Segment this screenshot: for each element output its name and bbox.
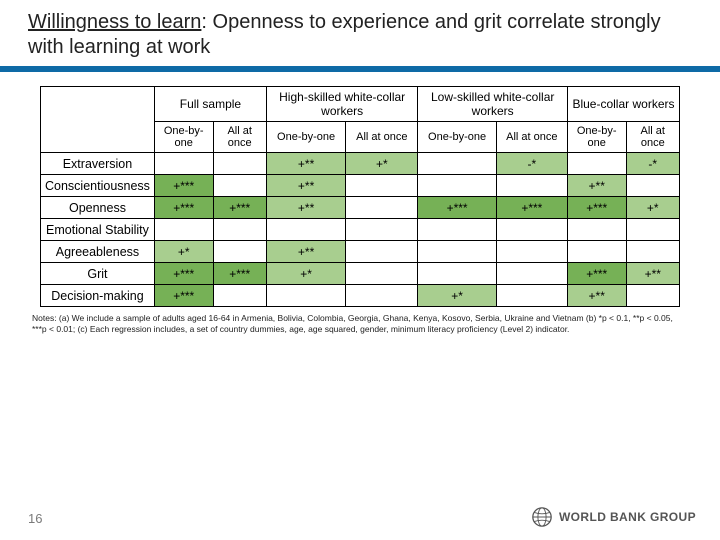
table-cell	[496, 263, 567, 285]
table-cell	[154, 219, 213, 241]
table-cell: +*	[346, 153, 418, 175]
table-cell	[567, 219, 626, 241]
group-header: Low-skilled white-collar workers	[418, 87, 568, 122]
results-table: Full sample High-skilled white-collar wo…	[40, 86, 680, 307]
footnotes: Notes: (a) We include a sample of adults…	[0, 307, 720, 334]
table-cell	[626, 241, 679, 263]
table-cell	[626, 285, 679, 307]
table-cell	[346, 175, 418, 197]
row-header: Decision-making	[41, 285, 155, 307]
table-cell: +***	[213, 263, 266, 285]
row-header: Conscientiousness	[41, 175, 155, 197]
table-cell	[266, 219, 345, 241]
table-cell: +**	[266, 175, 345, 197]
table-cell	[496, 219, 567, 241]
table-cell: +**	[567, 285, 626, 307]
table-cell	[346, 219, 418, 241]
worldbank-logo: WORLD BANK GROUP	[531, 506, 696, 528]
table-cell: +*	[626, 197, 679, 219]
table-cell	[418, 219, 496, 241]
row-header: Agreeableness	[41, 241, 155, 263]
table-cell: +***	[567, 197, 626, 219]
subheader: All at once	[626, 122, 679, 153]
table-cell: +**	[567, 175, 626, 197]
title-underlined: Willingness to learn	[28, 11, 201, 33]
blank-corner	[41, 87, 155, 153]
title-rule	[0, 66, 720, 72]
table-cell	[496, 241, 567, 263]
group-header: Full sample	[154, 87, 266, 122]
table-cell: +*	[266, 263, 345, 285]
table-cell: +***	[418, 197, 496, 219]
row-header: Grit	[41, 263, 155, 285]
subheader: One-by-one	[567, 122, 626, 153]
table-cell: +***	[154, 197, 213, 219]
table-cell	[496, 175, 567, 197]
row-header: Openness	[41, 197, 155, 219]
subheader: All at once	[346, 122, 418, 153]
table-cell: +***	[567, 263, 626, 285]
table-cell: +***	[154, 285, 213, 307]
table-cell	[418, 241, 496, 263]
subheader: All at once	[213, 122, 266, 153]
table-cell	[346, 263, 418, 285]
table-cell	[626, 175, 679, 197]
table-cell: +***	[213, 197, 266, 219]
table-cell	[154, 153, 213, 175]
table-cell	[213, 241, 266, 263]
table-cell	[418, 153, 496, 175]
subheader: All at once	[496, 122, 567, 153]
table-cell: +**	[266, 153, 345, 175]
table-cell: +**	[626, 263, 679, 285]
table-cell	[213, 153, 266, 175]
table-cell: +***	[496, 197, 567, 219]
row-header: Extraversion	[41, 153, 155, 175]
table-cell	[213, 285, 266, 307]
table-cell	[346, 285, 418, 307]
slide-title: Willingness to learn: Openness to experi…	[0, 0, 720, 64]
table-cell: +*	[154, 241, 213, 263]
logo-text: WORLD BANK GROUP	[559, 510, 696, 524]
table-cell: +***	[154, 175, 213, 197]
table-cell	[567, 153, 626, 175]
subheader: One-by-one	[154, 122, 213, 153]
globe-icon	[531, 506, 553, 528]
table-cell: -*	[626, 153, 679, 175]
row-header: Emotional Stability	[41, 219, 155, 241]
table-cell	[346, 241, 418, 263]
table-cell: +***	[154, 263, 213, 285]
table-cell	[496, 285, 567, 307]
table-cell: +**	[266, 197, 345, 219]
table-cell	[567, 241, 626, 263]
group-header: High-skilled white-collar workers	[266, 87, 418, 122]
table-cell	[266, 285, 345, 307]
table-cell: +**	[266, 241, 345, 263]
group-header: Blue-collar workers	[567, 87, 679, 122]
table-cell	[418, 175, 496, 197]
subheader: One-by-one	[418, 122, 496, 153]
table-cell	[213, 219, 266, 241]
table-cell: -*	[496, 153, 567, 175]
subheader: One-by-one	[266, 122, 345, 153]
page-number: 16	[28, 511, 42, 526]
table-cell	[626, 219, 679, 241]
table-cell	[418, 263, 496, 285]
table-cell	[346, 197, 418, 219]
table-cell	[213, 175, 266, 197]
table-cell: +*	[418, 285, 496, 307]
